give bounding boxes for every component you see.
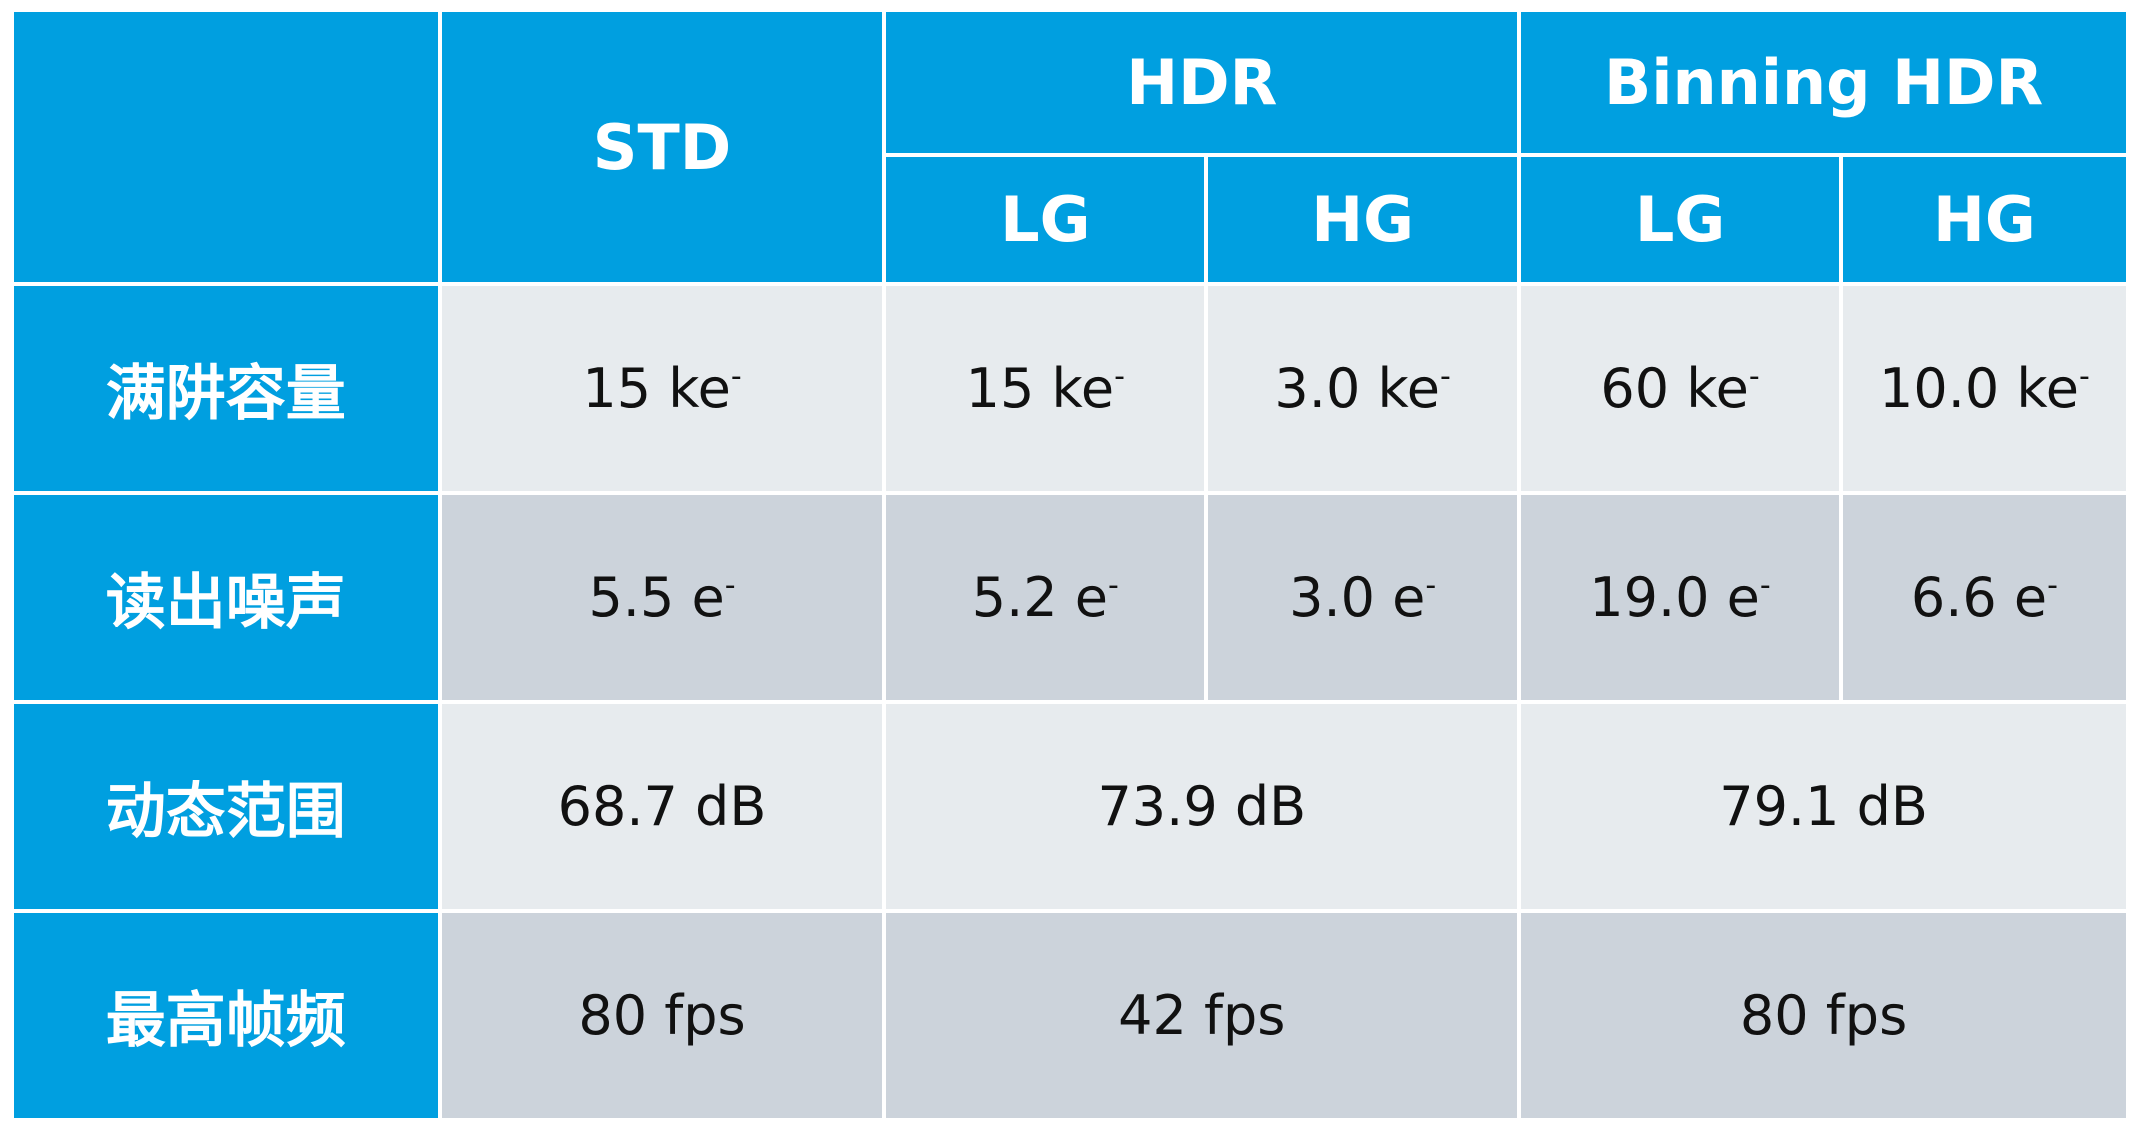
cell-frame-rate-std: 80 fps <box>441 913 883 1118</box>
header-binning-lg: LG <box>1521 157 1839 283</box>
header-hdr-hg: HG <box>1208 157 1518 283</box>
cell-dynamic-range-bin: 79.1 dB <box>1521 704 2126 910</box>
cell-dynamic-range-hdr: 73.9 dB <box>886 704 1518 910</box>
row-label-read-noise: 读出噪声 <box>14 495 438 701</box>
cell-full-well-bin-hg: 10.0 ke- <box>1842 286 2126 492</box>
cell-dynamic-range-std: 68.7 dB <box>441 704 883 910</box>
cell-full-well-bin-lg: 60 ke- <box>1521 286 1839 492</box>
row-label-max-frame-rate: 最高帧频 <box>14 913 438 1118</box>
table-row-dynamic-range: 动态范围 68.7 dB 73.9 dB 79.1 dB <box>14 704 2126 910</box>
cell-read-noise-bin-hg: 6.6 e- <box>1842 495 2126 701</box>
row-label-full-well: 满阱容量 <box>14 286 438 492</box>
sensor-spec-table: STD HDR Binning HDR LG HG LG HG 满阱容量 15 … <box>10 8 2130 1122</box>
table-row-full-well: 满阱容量 15 ke- 15 ke- 3.0 ke- 60 ke- 10.0 k… <box>14 286 2126 492</box>
cell-full-well-hdr-hg: 3.0 ke- <box>1208 286 1518 492</box>
table-row-read-noise: 读出噪声 5.5 e- 5.2 e- 3.0 e- 19.0 e- 6.6 e- <box>14 495 2126 701</box>
cell-read-noise-std: 5.5 e- <box>441 495 883 701</box>
header-hdr-lg: LG <box>886 157 1205 283</box>
cell-full-well-hdr-lg: 15 ke- <box>886 286 1205 492</box>
cell-frame-rate-hdr: 42 fps <box>886 913 1518 1118</box>
header-binning-hg: HG <box>1842 157 2126 283</box>
header-std: STD <box>441 12 883 283</box>
cell-read-noise-hdr-hg: 3.0 e- <box>1208 495 1518 701</box>
corner-cell <box>14 12 438 283</box>
header-binning-hdr: Binning HDR <box>1521 12 2126 154</box>
cell-full-well-std: 15 ke- <box>441 286 883 492</box>
header-hdr: HDR <box>886 12 1518 154</box>
table-row-max-frame-rate: 最高帧频 80 fps 42 fps 80 fps <box>14 913 2126 1118</box>
cell-frame-rate-bin: 80 fps <box>1521 913 2126 1118</box>
cell-read-noise-hdr-lg: 5.2 e- <box>886 495 1205 701</box>
row-label-dynamic-range: 动态范围 <box>14 704 438 910</box>
cell-read-noise-bin-lg: 19.0 e- <box>1521 495 1839 701</box>
